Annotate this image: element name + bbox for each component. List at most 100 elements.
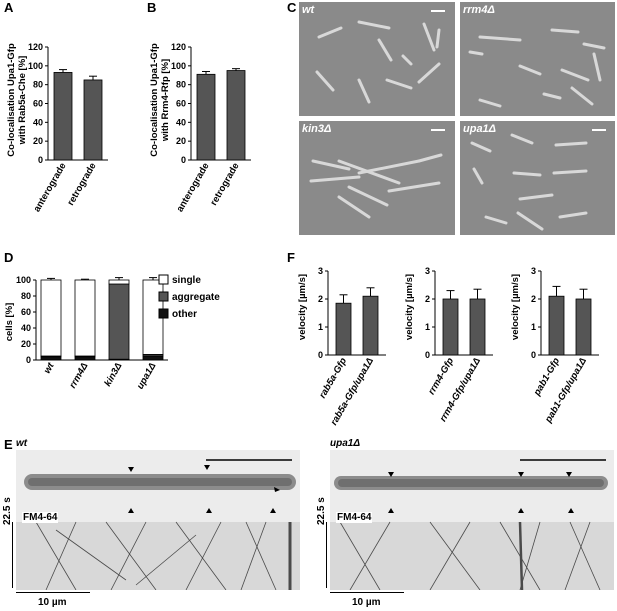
a-category-label: anterograde (32, 161, 69, 214)
d-bar-other (40, 356, 62, 361)
panel-label-b: B (147, 0, 157, 15)
micrograph-wt: wt (299, 2, 455, 116)
e-left-image: FM4-64 (16, 450, 300, 591)
chart-f: velocity [µm/s] velocity [µm/s] velocity… (297, 266, 599, 427)
scale-bar-wt (431, 10, 445, 12)
e-time-right: 22.5 s (316, 497, 327, 525)
scale-bar-upa1 (592, 129, 606, 131)
b-ytick-label: 20 (176, 136, 186, 146)
f1-ytick-label: 2 (318, 294, 323, 304)
f3-category-label: pab1-Gfp (531, 356, 562, 399)
ylabel-f-2: velocity [µm/s] (404, 274, 415, 340)
cells-rrm4 (468, 28, 606, 108)
b-ytick-label: 100 (171, 61, 186, 71)
chart-a: Co-localisation Upa1-Gfp with Rab5a-Che … (6, 42, 108, 214)
panel-label-c: C (287, 0, 297, 15)
a-ytick-label: 60 (33, 99, 43, 109)
f2-category-label: rrm4-Gfp (426, 356, 456, 397)
legend-swatch-single (158, 274, 169, 285)
a-ytick-label: 40 (33, 117, 43, 127)
b-ytick-label: 60 (176, 99, 186, 109)
d-bar-other (142, 355, 164, 361)
d-bar-other (74, 356, 96, 361)
d-ytick-label: 0 (26, 355, 31, 365)
d-ytick-label: 100 (16, 275, 31, 285)
cells-kin3 (309, 153, 443, 219)
e-left-graphic (16, 459, 300, 591)
micrograph-kin3: kin3Δ (299, 121, 455, 235)
d-ytick-label: 80 (21, 291, 31, 301)
f3-ytick-label: 1 (531, 322, 536, 332)
b-bar (226, 70, 246, 161)
d-bar-single (74, 279, 96, 357)
a-category-label: retrograde (65, 161, 98, 208)
a-ytick-label: 20 (33, 136, 43, 146)
f3-ytick-label: 3 (531, 266, 536, 276)
f3-ytick-label: 2 (531, 294, 536, 304)
e-distance-left: 10 µm (38, 597, 67, 608)
f2-ytick-label: 2 (425, 294, 430, 304)
legend-swatch-other (158, 308, 169, 319)
e-stain-left: FM4-64 (22, 512, 59, 523)
ylabel-b-1: Co-localisation Upa1-Gfp (149, 43, 160, 157)
e-time-left: 22.5 s (2, 497, 13, 525)
a-bar (83, 79, 103, 161)
b-category-label: anterograde (175, 161, 212, 214)
e-time-arrow-left (12, 522, 13, 588)
b-ytick-label: 120 (171, 42, 186, 52)
d-bar-single (108, 279, 130, 285)
d-bar-aggregate (108, 283, 130, 360)
b-category-label: retrograde (208, 161, 241, 208)
f3-ytick-label: 0 (531, 350, 536, 360)
f2-bar (469, 298, 486, 356)
chart-b: Co-localisation Upa1-Gfp with Rrm4-Rfp [… (149, 42, 251, 214)
scale-bar-kin3 (431, 129, 445, 131)
f1-ytick-label: 3 (318, 266, 323, 276)
b-ytick-label: 80 (176, 80, 186, 90)
d-ytick-label: 40 (21, 323, 31, 333)
micrograph-upa1: upa1Δ (460, 121, 615, 235)
f2-ytick-label: 3 (425, 266, 430, 276)
ylabel-b-2: with Rrm4-Rfp [%] (160, 59, 171, 142)
e-right-graphic (330, 459, 614, 591)
legend-single: single (172, 275, 201, 286)
e-distance-arrow-right (330, 592, 404, 593)
e-time-arrow-right (326, 522, 327, 588)
e-title-upa1: upa1Δ (330, 438, 361, 449)
micrograph-rrm4: rrm4Δ (460, 2, 615, 116)
d-category-label: kin3Δ (102, 361, 124, 388)
cells-upa1 (470, 133, 588, 231)
f3-bar (548, 295, 565, 356)
legend-swatch-aggregate (158, 291, 169, 302)
a-ytick-label: 100 (28, 61, 43, 71)
legend-other: other (172, 309, 197, 320)
d-ytick-label: 60 (21, 307, 31, 317)
d-category-label: rrm4Δ (67, 361, 90, 390)
ylabel-d: cells [%] (4, 303, 15, 342)
f1-ytick-label: 1 (318, 322, 323, 332)
f2-ytick-label: 1 (425, 322, 430, 332)
f1-ytick-label: 0 (318, 350, 323, 360)
f2-bar (442, 298, 459, 356)
micrograph-label-kin3: kin3Δ (302, 123, 332, 135)
f2-ytick-label: 0 (425, 350, 430, 360)
a-bar (53, 72, 73, 161)
panel-label-e: E (4, 437, 13, 452)
e-stain-right: FM4-64 (336, 512, 373, 523)
e-right-image: FM4-64 (330, 450, 614, 591)
f3-bar (575, 298, 592, 356)
panel-label-f: F (287, 250, 295, 265)
cells-wt (315, 20, 441, 104)
ylabel-f-3: velocity [µm/s] (510, 274, 521, 340)
d-ytick-label: 20 (21, 339, 31, 349)
d-category-label: wt (42, 360, 57, 375)
a-ytick-label: 80 (33, 80, 43, 90)
d-category-label: upa1Δ (135, 361, 159, 391)
micrograph-label-wt: wt (302, 4, 315, 16)
ylabel-f-1: velocity [µm/s] (297, 274, 308, 340)
b-ytick-label: 0 (181, 155, 186, 165)
legend-aggregate: aggregate (172, 292, 220, 303)
ylabel-a-1: Co-localisation Upa1-Gfp (6, 43, 17, 157)
panel-label-a: A (4, 0, 14, 15)
